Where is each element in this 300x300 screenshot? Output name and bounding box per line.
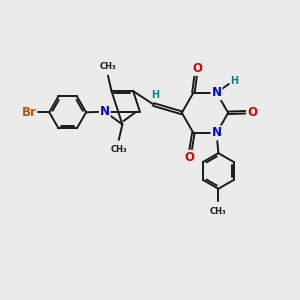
Text: N: N <box>212 126 222 140</box>
Text: CH₃: CH₃ <box>100 61 116 70</box>
Text: H: H <box>151 90 159 100</box>
Text: O: O <box>247 106 257 119</box>
Text: N: N <box>100 105 110 118</box>
Text: CH₃: CH₃ <box>210 207 227 216</box>
Text: Br: Br <box>22 106 37 119</box>
Text: O: O <box>193 62 202 75</box>
Text: N: N <box>212 86 222 99</box>
Text: H: H <box>230 76 238 86</box>
Text: CH₃: CH₃ <box>110 145 127 154</box>
Text: O: O <box>184 151 194 164</box>
